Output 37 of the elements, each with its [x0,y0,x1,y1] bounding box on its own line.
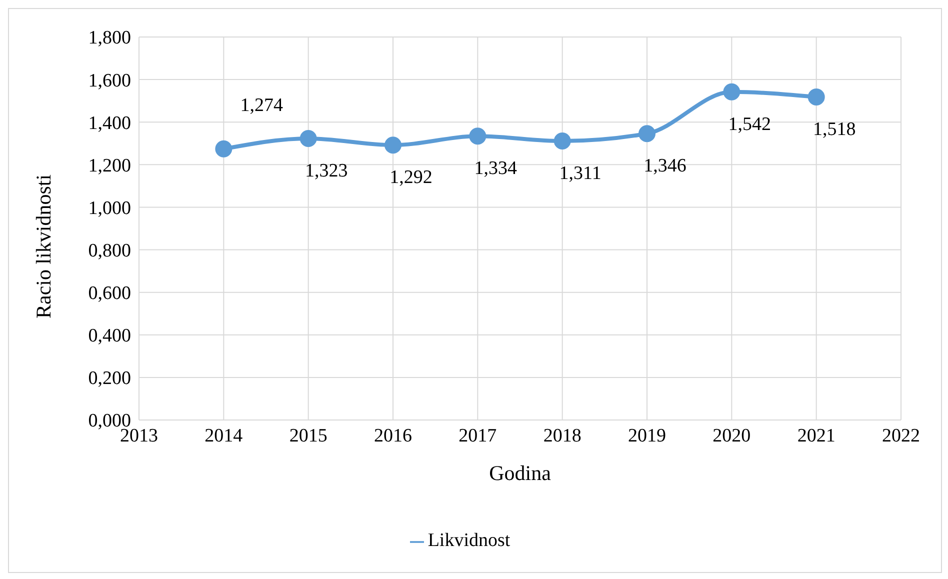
y-tick-label: 0,400 [88,326,131,347]
y-tick-label: 1,200 [88,155,131,176]
y-tick-label: 0,800 [88,240,131,262]
y-tick-label: 1,000 [88,198,131,219]
point [554,132,571,150]
data-label: 1,274 [240,94,284,116]
x-tick-label: 2014 [204,425,244,446]
y-tick-label: 1,400 [88,112,131,134]
point [638,125,656,142]
x-tick-label: 2019 [628,425,666,446]
data-label: 1,323 [304,160,348,182]
point [723,83,740,100]
y-tick-label: 1,600 [88,70,131,92]
y-axis-title: Racio likvidnosti [31,174,56,318]
point [384,136,402,154]
x-tick-label: 2022 [882,425,920,446]
x-tick-label: 2017 [458,425,497,446]
data-label: 1,334 [474,158,518,180]
point [808,88,825,106]
point [300,130,317,147]
data-label: 1,292 [390,167,432,188]
x-tick-label: 2021 [797,425,836,446]
y-tick-label: 0,200 [88,368,131,390]
data-label: 1,518 [812,119,856,140]
x-tick-label: 2015 [289,425,328,446]
data-label: 1,542 [728,114,772,135]
data-label: 1,311 [559,163,602,184]
x-tick-label: 2016 [374,425,412,446]
y-tick-label: 0,600 [88,283,131,304]
point [469,128,486,145]
legend-label: Likvidnost [428,530,510,551]
x-tick-label: 2020 [712,425,751,446]
point [215,140,232,158]
x-tick-label: 2018 [543,425,582,446]
x-axis-title: Godina [489,461,552,485]
y-tick-label: 1,800 [88,28,131,49]
data-label: 1,346 [644,156,686,177]
